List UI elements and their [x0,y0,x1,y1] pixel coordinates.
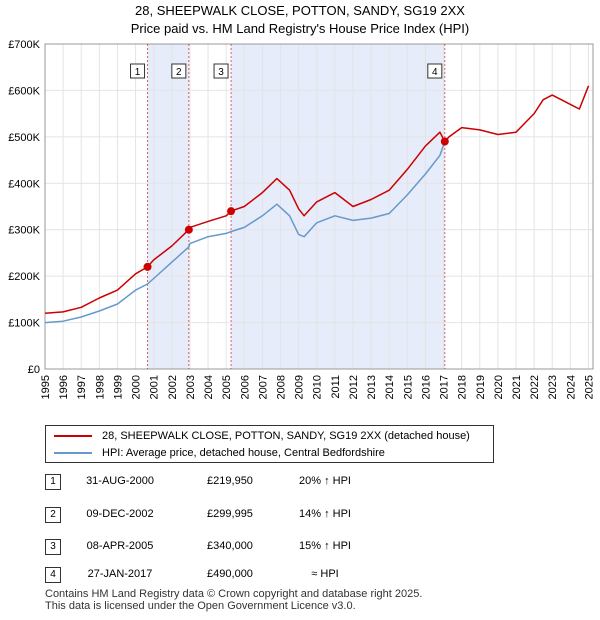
x-tick-label: 2008 [276,375,288,399]
y-tick-label: £500K [8,132,40,144]
x-tick-label: 2018 [457,375,469,399]
transaction-hpi: 20% ↑ HPI [299,475,351,487]
table-row: 4 27-JAN-2017 £490,000 ≈ HPI [45,567,385,585]
transaction-marker-box [213,63,229,79]
x-tick-label: 2022 [529,375,541,399]
x-tick-label: 1999 [112,375,124,399]
transaction-hpi: 15% ↑ HPI [299,540,351,552]
transaction-point [184,225,193,234]
x-tick-label: 1995 [40,375,52,399]
footer-licence: This data is licensed under the Open Gov… [45,600,356,612]
y-tick-label: £300K [8,225,40,237]
legend: 28, SHEEPWALK CLOSE, POTTON, SANDY, SG19… [45,425,494,463]
legend-item-property: 28, SHEEPWALK CLOSE, POTTON, SANDY, SG19… [54,428,470,444]
x-tick-label: 2019 [475,375,487,399]
transaction-date: 27-JAN-2017 [87,568,153,580]
transaction-number: 2 [45,507,61,523]
x-tick-label: 2015 [402,375,414,399]
y-tick-label: £700K [8,39,40,51]
transaction-hpi: ≈ HPI [311,568,339,580]
table-row: 3 08-APR-2005 £340,000 15% ↑ HPI [45,539,385,557]
y-tick-label: £200K [8,271,40,283]
transaction-number: 4 [45,567,61,583]
x-tick-label: 2016 [420,375,432,399]
transaction-point [227,207,236,216]
x-tick-label: 2011 [330,375,342,399]
series-line-hpi [44,141,446,324]
legend-item-hpi: HPI: Average price, detached house, Cent… [54,445,385,461]
transaction-date: 08-APR-2005 [86,540,154,552]
x-tick-label: 2006 [239,375,251,399]
x-tick-label: 2023 [547,375,559,399]
legend-label-hpi: HPI: Average price, detached house, Cent… [102,447,385,459]
y-tick-label: £400K [8,178,40,190]
transaction-number: 1 [45,474,61,490]
x-tick-label: 2020 [493,375,505,399]
x-tick-label: 2025 [583,375,595,399]
transaction-marker-box [171,63,187,79]
transaction-price: £219,950 [207,475,253,487]
transaction-marker-box [427,63,443,79]
transaction-marker-label: 1 [135,67,141,78]
legend-swatch-hpi [54,452,92,454]
transaction-date: 09-DEC-2002 [86,508,154,520]
legend-label-property: 28, SHEEPWALK CLOSE, POTTON, SANDY, SG19… [102,430,470,442]
x-tick-label: 2007 [257,375,269,399]
y-tick-label: £600K [8,85,40,97]
transaction-hpi: 14% ↑ HPI [299,508,351,520]
x-tick-label: 2012 [348,375,360,399]
shaded-period-2 [231,44,445,369]
y-tick-label: £0 [28,364,40,376]
chart-title: 28, SHEEPWALK CLOSE, POTTON, SANDY, SG19… [135,3,465,18]
transaction-price: £490,000 [207,568,253,580]
transaction-price: £299,995 [207,508,253,520]
shaded-period-1 [147,44,189,369]
x-tick-label: 2002 [167,375,179,399]
transaction-marker-label: 2 [176,67,182,78]
x-tick-label: 2014 [384,375,396,399]
transaction-marker-label: 3 [218,67,224,78]
transaction-point [143,262,152,271]
x-tick-label: 1998 [94,375,106,399]
transaction-point [440,137,449,146]
x-tick-label: 2017 [439,375,451,399]
chart-subtitle: Price paid vs. HM Land Registry's House … [130,21,470,36]
x-tick-label: 2013 [366,375,378,399]
transaction-price: £340,000 [207,540,253,552]
x-tick-label: 1996 [58,375,70,399]
x-tick-label: 2021 [511,375,523,399]
footer-copyright: Contains HM Land Registry data © Crown c… [45,588,423,600]
chart: £0 £100K £200K £300K £400K £500K £600K £700K 199… [8,39,595,399]
transaction-marker-label: 4 [432,67,438,78]
table-row: 1 31-AUG-2000 £219,950 20% ↑ HPI [45,474,385,492]
y-tick-label: £100K [8,318,40,330]
series-line-property [44,85,590,315]
x-tick-label: 2001 [149,375,161,399]
legend-swatch-property [54,435,92,437]
x-tick-label: 2003 [185,375,197,399]
x-tick-label: 2000 [131,375,143,399]
x-tick-label: 2004 [203,375,215,399]
table-row: 2 09-DEC-2002 £299,995 14% ↑ HPI [45,507,385,525]
plot-frame [44,43,594,370]
x-tick-label: 2005 [221,375,233,399]
x-tick-label: 2024 [565,375,577,399]
x-tick-label: 2010 [312,375,324,399]
transaction-number: 3 [45,539,61,555]
transaction-date: 31-AUG-2000 [86,475,154,487]
transaction-marker-box [130,63,146,79]
x-tick-label: 1997 [76,375,88,399]
x-tick-label: 2009 [294,375,306,399]
